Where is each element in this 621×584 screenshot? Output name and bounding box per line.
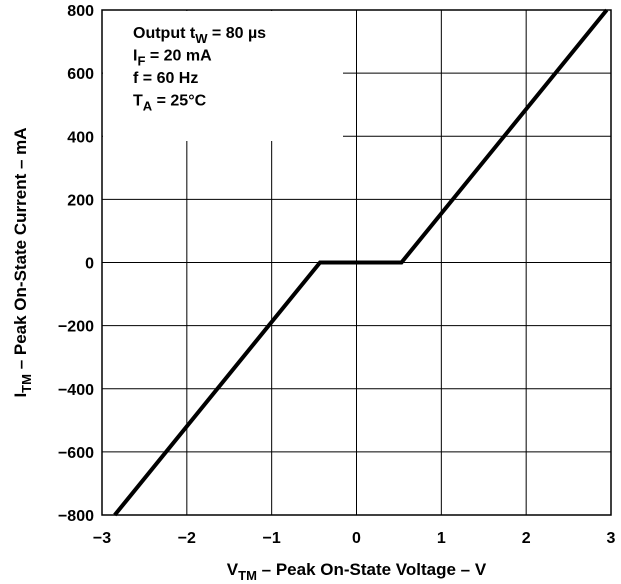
series-layer [113,8,609,517]
annotation-line: f = 60 Hz [133,70,198,87]
y-axis-label: ITM – Peak On-State Current – mA [11,127,34,397]
x-tick-label: 1 [437,530,446,547]
y-tick-label: 800 [67,3,94,20]
annotation-background [103,11,343,141]
x-tick-label: −2 [178,530,196,547]
y-tick-label: −400 [58,382,94,399]
annotation-line: Output tW = 80 µs [133,25,266,46]
x-tick-label: −1 [263,530,281,547]
annotation-line: TA = 25°C [133,93,207,114]
plot-border [101,9,612,516]
x-tick-label: 0 [352,530,361,547]
y-tick-label: 600 [67,66,94,83]
y-tick-label: −600 [58,445,94,462]
series-line [113,8,609,517]
y-tick-label: −200 [58,319,94,336]
annotation-box [103,11,343,141]
y-tick-label: 400 [67,129,94,146]
axis-labels: VTM – Peak On-State Voltage – V ITM – Pea… [11,127,487,583]
annotation-line: IF = 20 mA [133,48,212,69]
x-axis-label: VTM – Peak On-State Voltage – V [227,560,487,583]
y-tick-label: 0 [85,256,94,273]
y-tick-label: 200 [67,192,94,209]
x-tick-label: 3 [607,530,616,547]
x-tick-labels: −3 −2 −1 0 1 2 3 [93,530,616,547]
x-tick-label: 2 [522,530,531,547]
y-tick-labels: −800 −600 −400 −200 0 200 400 600 800 [58,3,94,525]
plot-frame [101,9,612,516]
x-tick-label: −3 [93,530,111,547]
y-tick-label: −800 [58,508,94,525]
